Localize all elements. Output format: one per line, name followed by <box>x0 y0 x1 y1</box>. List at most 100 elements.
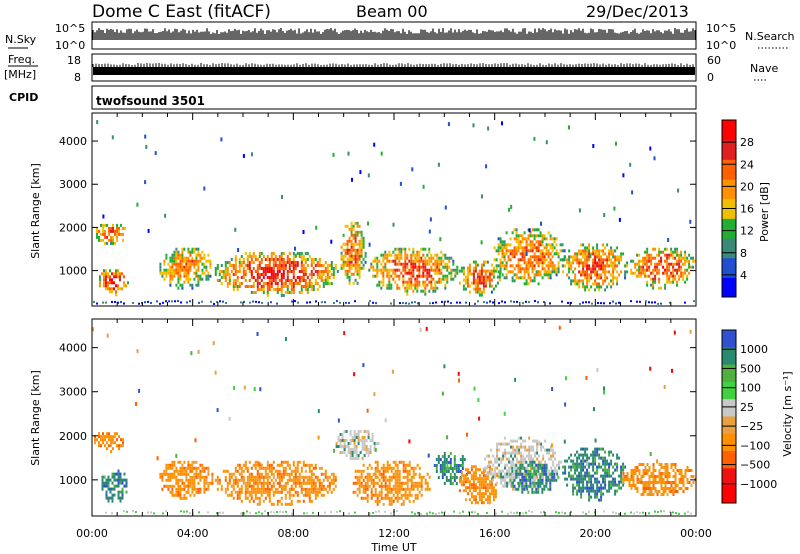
echo-cell <box>414 253 417 257</box>
echo-cell <box>498 442 501 446</box>
echo-cell <box>382 280 385 284</box>
echo-cell <box>684 256 687 260</box>
echo-cell <box>187 259 190 263</box>
echo-cell <box>396 256 399 260</box>
echo-cell <box>521 267 524 271</box>
echo-cell <box>122 438 124 442</box>
velocity-colorbar-cell <box>722 468 736 487</box>
echo-cell <box>460 474 463 478</box>
echo-cell <box>362 263 365 267</box>
echo-cell <box>537 255 540 259</box>
echo-cell <box>602 456 605 460</box>
echo-cell <box>165 466 168 470</box>
echo-cell <box>306 285 309 288</box>
echo-cell <box>258 264 261 267</box>
echo-cell <box>169 271 172 275</box>
echo-cell <box>555 249 558 253</box>
echo-cell <box>396 247 399 251</box>
echo-cell <box>294 267 297 270</box>
echo-cell <box>472 471 475 475</box>
echo-cell <box>470 465 473 469</box>
echo-cell <box>568 465 571 469</box>
echo-cell <box>516 445 519 449</box>
echo-cell <box>432 268 435 272</box>
echo-cell <box>482 284 485 288</box>
echo-cell <box>662 493 665 496</box>
echo-cell <box>276 258 279 261</box>
echo-cell <box>426 271 429 275</box>
echo-cell <box>256 288 259 291</box>
echo-cell <box>492 454 495 458</box>
echo-cell <box>122 232 124 236</box>
echo-cell <box>364 490 367 494</box>
echo-cell <box>318 487 321 491</box>
echo-cell <box>512 439 515 443</box>
echo-cell <box>476 287 479 291</box>
echo-cell <box>334 264 337 267</box>
echo-cell <box>590 462 593 466</box>
echo-cell <box>513 267 516 271</box>
echo-cell <box>640 493 643 496</box>
echo-cell <box>660 256 663 260</box>
echo-cell <box>357 430 360 433</box>
ground-cell <box>390 302 392 305</box>
echo-cell <box>539 481 542 485</box>
echo-cell <box>173 259 176 263</box>
echo-cell <box>574 267 577 271</box>
echo-cell <box>398 277 401 281</box>
echo-cell <box>272 472 275 476</box>
echo-cell <box>370 493 373 497</box>
echo-cell <box>316 487 319 491</box>
echo-cell <box>440 256 443 260</box>
echo-cell <box>418 262 421 266</box>
echo-cell <box>584 285 587 289</box>
echo-cell <box>468 498 471 502</box>
echo-cell <box>177 262 180 266</box>
echo-cell <box>380 466 383 470</box>
echo-cell <box>684 259 687 263</box>
echo-cell <box>340 266 343 270</box>
echo-cell <box>404 265 407 269</box>
echo-cell <box>474 471 477 475</box>
echo-cell <box>545 249 548 253</box>
echo-cell <box>163 469 166 473</box>
echo-cell <box>453 464 456 467</box>
echo-cell <box>117 478 120 482</box>
power-colorbar-tick-label: 12 <box>740 225 754 238</box>
echo-cell <box>476 272 479 276</box>
echo-cell <box>248 490 251 494</box>
echo-cell <box>510 454 513 458</box>
echo-cell <box>361 457 364 460</box>
echo-cell <box>509 270 512 274</box>
echo-cell <box>226 481 229 485</box>
echo-cell <box>525 282 528 286</box>
echo-cell <box>596 261 599 265</box>
echo-cell <box>234 261 237 264</box>
echo-cell <box>446 265 449 269</box>
echo-cell <box>576 492 579 496</box>
echo-cell <box>276 502 279 506</box>
echo-cell <box>478 483 481 487</box>
echo-cell <box>167 463 170 467</box>
echo-cell <box>462 474 465 478</box>
scatter-cell <box>667 237 670 242</box>
echo-cell <box>272 270 275 273</box>
echo-cell <box>600 447 603 451</box>
ground-cell <box>372 511 374 514</box>
echo-cell <box>292 258 295 261</box>
echo-cell <box>654 262 657 266</box>
echo-cell <box>332 267 335 270</box>
echo-cell <box>330 264 333 267</box>
echo-cell <box>177 277 180 281</box>
echo-cell <box>490 290 493 294</box>
echo-cell <box>268 466 271 470</box>
echo-cell <box>290 270 293 273</box>
ground-cell <box>156 300 158 303</box>
echo-cell <box>199 472 202 476</box>
echo-cell <box>195 274 198 278</box>
echo-cell <box>443 482 446 485</box>
echo-cell <box>604 486 607 490</box>
echo-cell <box>439 458 442 461</box>
ground-cell <box>438 512 440 515</box>
echo-cell <box>183 247 186 251</box>
